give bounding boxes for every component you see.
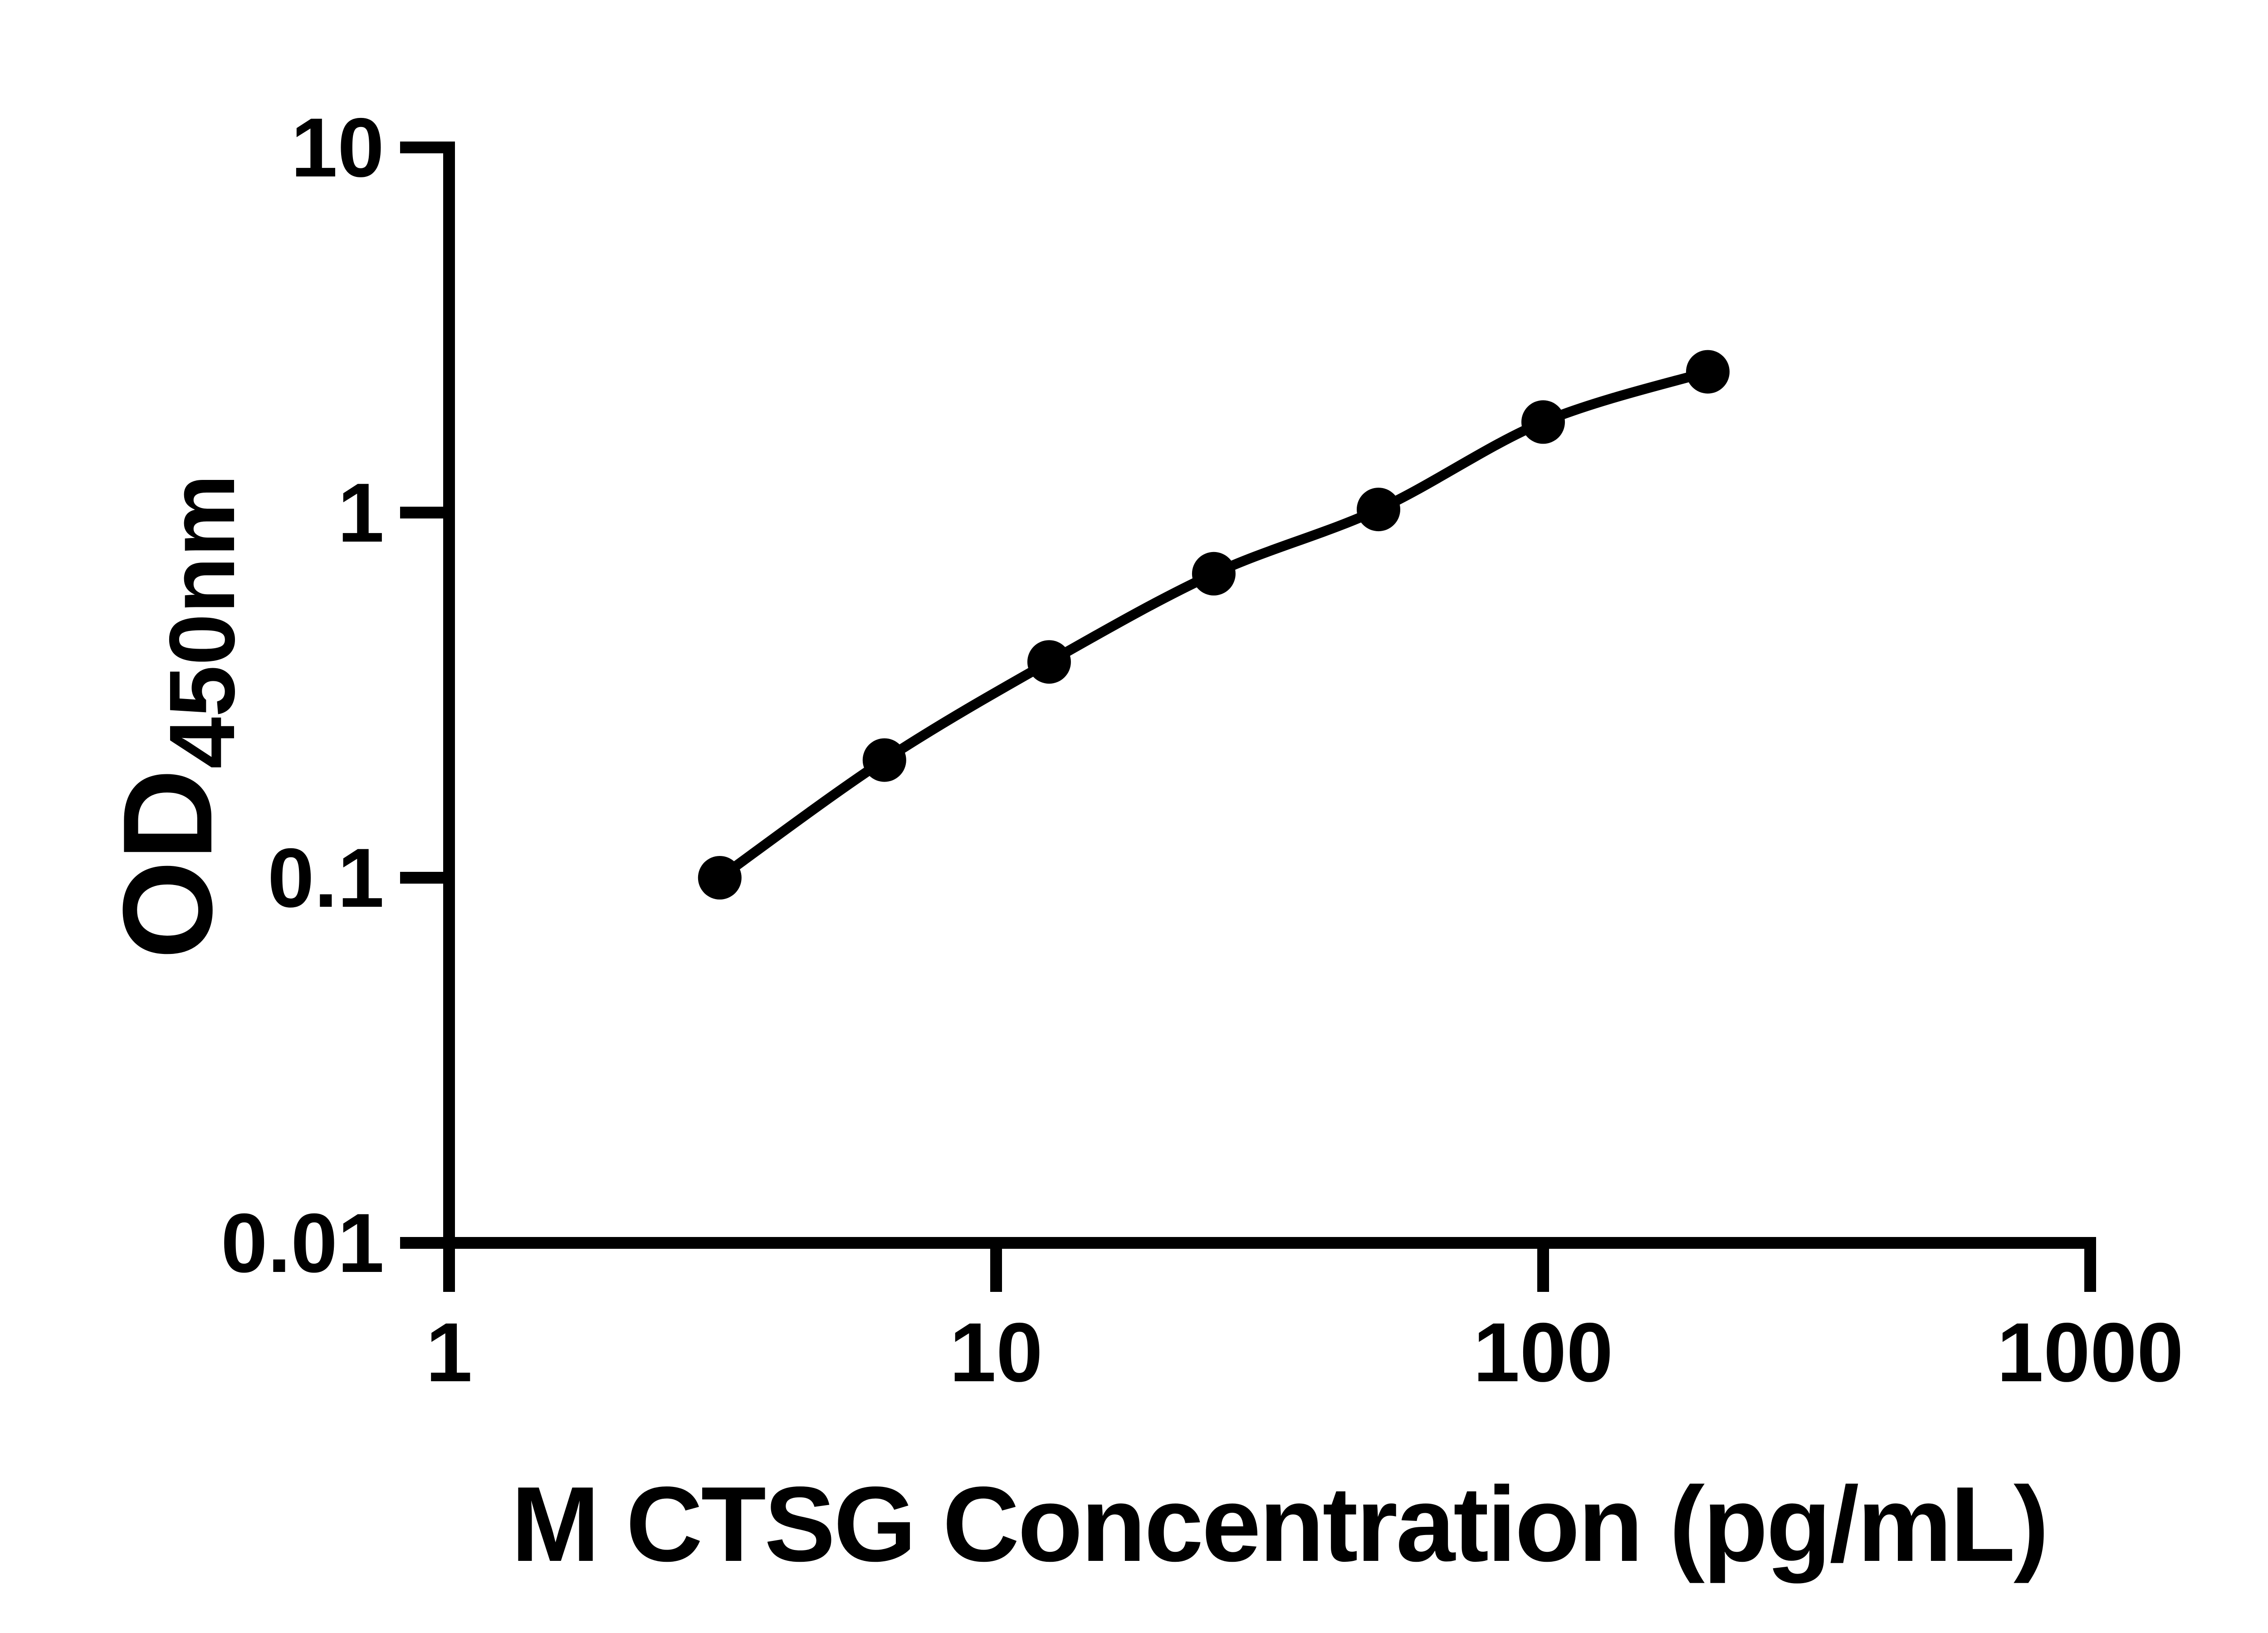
x-tick-label: 1000: [1997, 1306, 2184, 1399]
x-tick-label: 10: [949, 1306, 1043, 1399]
x-axis-title: M CTSG Concentration (pg/mL): [511, 1464, 2049, 1584]
data-point-marker: [1686, 350, 1730, 394]
x-tick-label: 1: [426, 1306, 473, 1399]
y-tick: [400, 872, 443, 884]
data-point-marker: [698, 856, 742, 900]
standard-curve-line: [717, 367, 1710, 882]
y-tick-label: 0.01: [221, 1197, 384, 1290]
y-axis-title-subscript: 450nm: [150, 474, 254, 769]
x-tick: [2084, 1249, 2096, 1292]
x-tick-label: 100: [1473, 1306, 1613, 1399]
data-point-marker: [862, 738, 906, 782]
y-tick-label: 0.1: [268, 831, 384, 925]
data-point-marker: [1192, 552, 1236, 596]
x-tick: [443, 1249, 455, 1292]
data-point-marker: [1357, 488, 1400, 532]
y-tick-label: 1: [337, 466, 384, 560]
y-axis-title-main: OD: [97, 768, 239, 959]
data-point-marker: [1521, 400, 1565, 444]
y-tick: [400, 1237, 443, 1249]
y-axis-spine: [443, 142, 455, 1249]
x-axis-spine: [443, 1237, 2096, 1249]
y-tick-label: 10: [291, 101, 384, 195]
x-tick: [990, 1249, 1002, 1292]
y-tick: [400, 142, 443, 153]
data-point-marker: [1027, 640, 1071, 684]
x-tick: [1537, 1249, 1549, 1292]
y-tick: [400, 507, 443, 518]
y-axis-title: OD450nm: [97, 354, 254, 1080]
